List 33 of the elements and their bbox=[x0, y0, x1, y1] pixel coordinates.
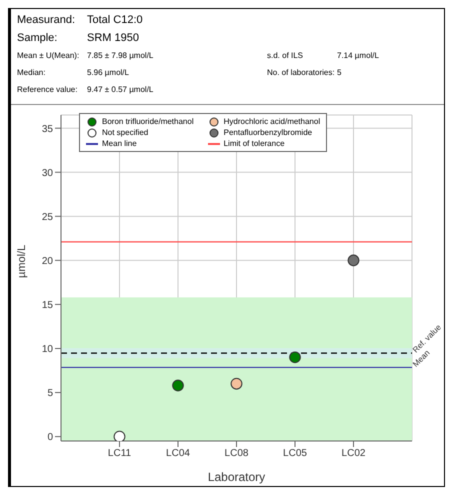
legend-label: Boron trifluoride/methanol bbox=[102, 116, 194, 127]
x-tick-label: LC04 bbox=[166, 448, 190, 460]
x-tick-label: LC05 bbox=[283, 448, 308, 460]
y-axis-title: µmol/L bbox=[16, 244, 28, 278]
point bbox=[348, 254, 360, 266]
text: Median: 5.96 µmol/L bbox=[17, 68, 129, 77]
point bbox=[289, 351, 301, 364]
legend-label: Limit of tolerance bbox=[224, 138, 285, 149]
legend-label: Pentafluorbenzylbromide bbox=[224, 127, 312, 138]
x-tick-label: LC08 bbox=[224, 448, 249, 460]
text: Sample: SRM 1950 bbox=[17, 32, 139, 44]
point bbox=[114, 430, 126, 441]
x-tick-label: LC02 bbox=[342, 448, 366, 460]
text: s.d. of ILS 7.14 µmol/L bbox=[267, 51, 379, 60]
y-tick-label: 5 bbox=[47, 388, 54, 400]
y-tick-label: 30 bbox=[42, 168, 54, 179]
y-tick-label: 25 bbox=[42, 212, 54, 223]
chart-title: Measurand: Total C12:0 bbox=[17, 13, 143, 28]
text: Mean ± U(Mean): 7.85 ± 7.98 µmol/L bbox=[17, 50, 154, 62]
legend-label: Mean line bbox=[102, 138, 137, 149]
text: Reference value: 9.47 ± 0.57 µmol/L bbox=[17, 84, 154, 96]
x-axis-title: Laboratory bbox=[208, 470, 266, 484]
y-tick-label: 35 bbox=[42, 124, 54, 135]
y-tick-label: 10 bbox=[42, 344, 54, 356]
legend-label: Not specified bbox=[102, 127, 148, 138]
text: No. of laboratories: 5 bbox=[267, 67, 342, 79]
legend-label: Hydrochloric acid/methanol bbox=[224, 116, 320, 127]
y-tick-label: 20 bbox=[42, 256, 54, 267]
point bbox=[230, 378, 242, 390]
y-tick-label: 15 bbox=[42, 300, 54, 311]
point bbox=[172, 380, 184, 392]
x-tick-label: LC11 bbox=[108, 448, 132, 460]
y-tick-label: 0 bbox=[47, 432, 54, 444]
